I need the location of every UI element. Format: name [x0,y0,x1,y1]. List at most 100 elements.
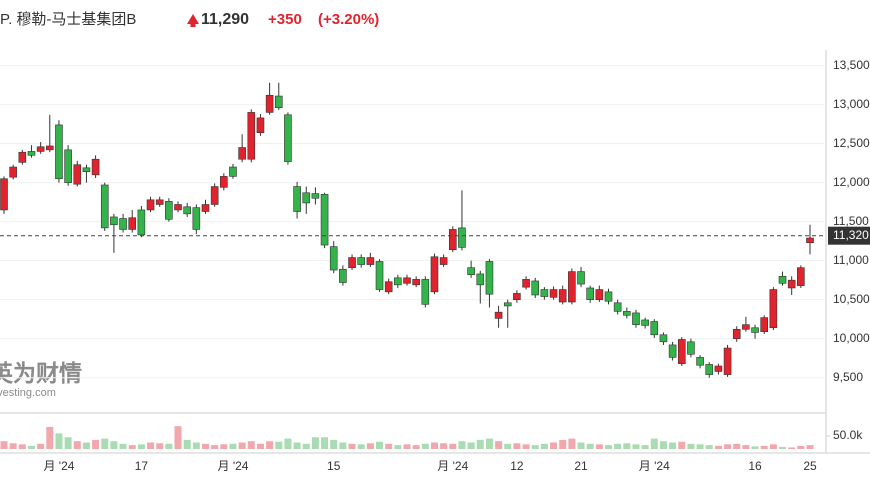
up-arrow [187,14,199,27]
candle-body [274,95,283,109]
candle-body [339,268,347,283]
volume-bar [330,439,338,449]
volume-bar [293,442,301,449]
volume-bar [0,441,8,449]
volume-bar [82,442,90,449]
volume-bar [659,441,667,449]
volume-bar [183,439,191,449]
candle-body [723,347,732,375]
volume-bar [440,443,448,449]
volume-bar [394,445,402,449]
volume-bar [192,442,200,449]
candle-body [0,178,8,211]
candle-body [183,206,191,215]
candle-body [146,199,155,211]
volume-bar [806,445,814,449]
candle-body [265,94,274,113]
volume-bar [449,443,457,449]
candle-body [110,216,118,226]
volume-bar [760,445,768,449]
volume-bar [403,444,411,449]
x-tick-label: 25 [803,459,817,473]
volume-bar [769,444,777,449]
candle-body [467,267,475,276]
candle-body [302,192,311,204]
volume-bar [37,443,45,449]
candle-body [641,319,649,326]
volume-bar [495,441,503,449]
volume-bar [220,444,228,449]
y-tick-label: 13,000 [833,97,870,111]
volume-bar [9,443,17,449]
volume-bar [513,443,521,449]
candle-body [229,166,237,177]
volume-bar [595,444,603,449]
volume-bar [742,445,750,449]
candle-body [311,193,320,199]
candle-body [45,145,54,151]
volume-bar [714,445,722,449]
volume-bar [577,442,585,449]
candle-body [247,112,256,160]
candle-body [137,209,146,236]
candle-body [623,311,631,316]
candle-body [650,321,659,336]
volume-bar [119,443,127,449]
volume-bar [156,443,164,449]
volume-bar [705,445,713,449]
change-pct: (+3.20%) [318,11,379,28]
volume-bar [256,443,264,449]
volume-bar [46,426,54,449]
volume-bar [165,443,173,449]
volume-bar [137,444,145,449]
candle-body [613,302,622,312]
volume-bar [366,443,374,449]
candle-body [732,329,741,339]
volume-bar [733,443,741,449]
volume-bar [73,441,81,449]
candle-body [476,273,485,286]
volume-bar [586,443,594,449]
candle-body [751,327,759,333]
volume-bar [110,441,118,449]
volume-bar [467,442,475,449]
candle-body [201,204,210,212]
candle-body [155,199,164,205]
volume-bar [238,442,246,449]
candle-body [91,158,100,176]
volume-bar [348,443,356,449]
price: 11,290 [201,11,249,28]
volume-bar [147,442,155,449]
candle-body [9,166,17,178]
candle-body [238,147,246,160]
x-tick-label: 月 '24 [43,459,74,473]
volume-bar [64,437,72,449]
x-tick-label: 15 [327,459,341,473]
candle-body [531,280,540,296]
volume-bar [476,439,484,449]
volume-bar [458,441,466,449]
x-tick-label: 16 [748,459,762,473]
volume-bar [669,442,677,449]
volume-bar [385,443,393,449]
x-tick-label: 月 '24 [639,459,670,473]
y-tick-label: 11,500 [833,214,869,228]
candle-body [329,246,338,271]
volume-bar [302,443,310,449]
volume-bar [311,437,319,449]
volume-bar [550,442,558,449]
y-tick-label: 13,500 [833,58,870,72]
volume-bar [504,443,512,449]
change: +350 [268,11,302,28]
candle-body [458,227,466,248]
candle-body [366,257,375,265]
volume-bar [797,445,805,449]
volume-bar [559,439,567,449]
watermark-sub: Investing.com [0,387,56,399]
candle-body [549,289,558,298]
volume-bar [430,442,438,449]
volume-bar [202,443,209,449]
candle-body [742,324,750,330]
x-tick-label: 21 [574,459,588,473]
candle-body [73,164,82,185]
